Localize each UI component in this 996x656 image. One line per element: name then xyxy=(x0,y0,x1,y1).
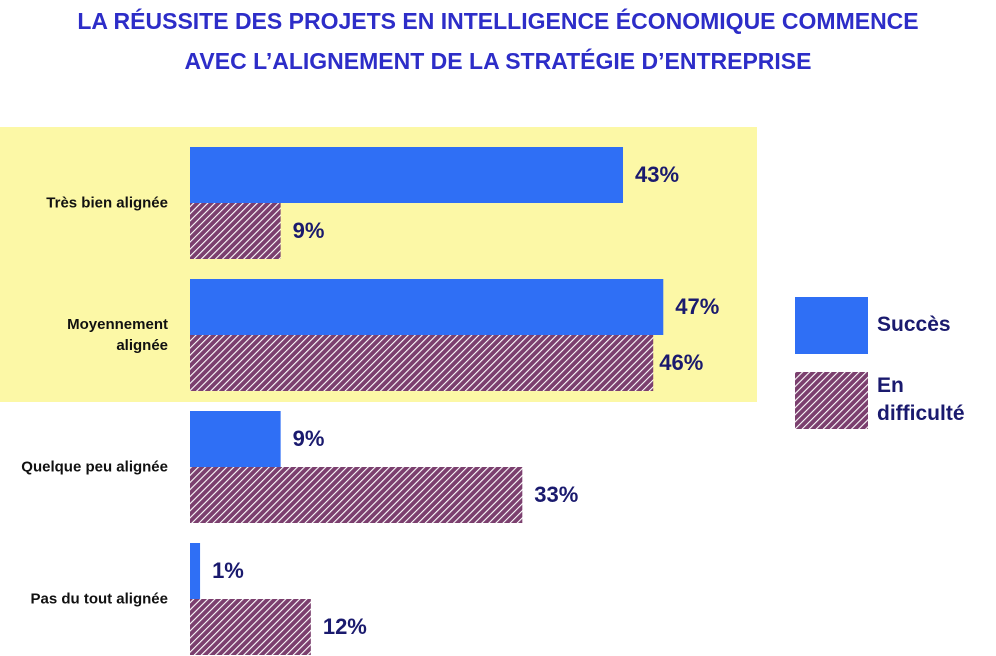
bar xyxy=(190,203,281,259)
category-label: Pas du tout alignée xyxy=(30,590,168,608)
value-label: 46% xyxy=(659,350,704,375)
legend-swatch xyxy=(795,297,868,354)
chart-title: LA RÉUSSITE DES PROJETS EN INTELLIGENCE … xyxy=(77,8,919,34)
legend-label: Succès xyxy=(877,313,951,336)
legend-label: En difficulté xyxy=(877,374,965,425)
category-label: Moyennement alignée xyxy=(67,316,168,354)
bar xyxy=(190,467,523,523)
bar xyxy=(190,599,311,655)
value-label: 1% xyxy=(212,558,244,583)
bar xyxy=(190,147,624,203)
chart-title: AVEC L’ALIGNEMENT DE LA STRATÉGIE D’ENTR… xyxy=(184,48,812,74)
value-label: 43% xyxy=(635,162,680,187)
category-label: Très bien alignée xyxy=(46,194,168,212)
bar xyxy=(190,411,281,467)
legend-swatch xyxy=(795,372,868,429)
value-label: 9% xyxy=(292,218,325,243)
bar xyxy=(190,279,664,335)
value-label: 12% xyxy=(322,614,367,639)
bar xyxy=(190,335,654,391)
value-label: 47% xyxy=(675,294,720,319)
bar xyxy=(190,543,201,599)
value-label: 9% xyxy=(292,426,325,451)
category-label: Quelque peu alignée xyxy=(21,458,168,476)
value-label: 33% xyxy=(534,482,579,507)
